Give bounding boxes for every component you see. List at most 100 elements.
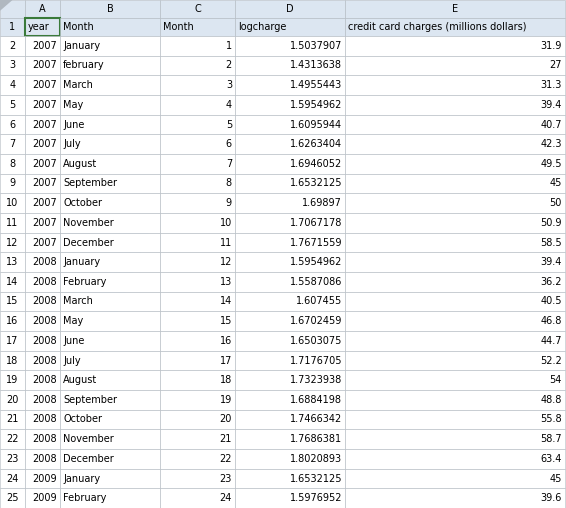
Bar	[60, 272, 160, 292]
Text: 39.4: 39.4	[541, 257, 562, 267]
Bar	[345, 272, 565, 292]
Text: 3: 3	[226, 80, 232, 90]
Text: 42.3: 42.3	[541, 139, 562, 149]
Bar	[25, 370, 60, 390]
Text: february: february	[63, 60, 105, 71]
Bar	[60, 409, 160, 429]
Bar	[345, 213, 565, 233]
Bar	[0, 272, 25, 292]
Polygon shape	[0, 0, 12, 11]
Bar	[0, 311, 25, 331]
Text: 13: 13	[6, 257, 19, 267]
Bar	[0, 194, 25, 213]
Text: 20: 20	[6, 395, 19, 405]
Bar	[60, 0, 160, 18]
Text: 31.9: 31.9	[541, 41, 562, 51]
Bar	[235, 154, 345, 174]
Bar	[345, 194, 565, 213]
Bar	[235, 56, 345, 75]
Bar	[235, 390, 345, 409]
Bar	[0, 449, 25, 469]
Bar	[160, 292, 235, 311]
Bar	[345, 0, 565, 18]
Bar	[235, 115, 345, 134]
Text: 3: 3	[10, 60, 15, 71]
Text: D: D	[286, 4, 294, 14]
Text: 11: 11	[6, 218, 19, 228]
Bar	[25, 272, 60, 292]
Text: 25: 25	[6, 493, 19, 503]
Bar	[235, 449, 345, 469]
Bar	[60, 449, 160, 469]
Text: 19: 19	[6, 375, 19, 385]
Text: 21: 21	[6, 415, 19, 425]
Text: 45: 45	[550, 178, 562, 188]
Text: 55.8: 55.8	[541, 415, 562, 425]
Text: 12: 12	[220, 257, 232, 267]
Text: September: September	[63, 395, 117, 405]
Text: 50.9: 50.9	[541, 218, 562, 228]
Bar	[60, 390, 160, 409]
Text: 2009: 2009	[32, 493, 57, 503]
Text: Month: Month	[163, 22, 194, 32]
Text: 2008: 2008	[32, 375, 57, 385]
Text: 1.7466342: 1.7466342	[290, 415, 342, 425]
Bar	[235, 233, 345, 252]
Bar	[25, 115, 60, 134]
Text: September: September	[63, 178, 117, 188]
Bar	[345, 331, 565, 351]
Text: 2007: 2007	[32, 198, 57, 208]
Text: 2008: 2008	[32, 415, 57, 425]
Bar	[60, 115, 160, 134]
Bar	[235, 95, 345, 115]
Bar	[160, 233, 235, 252]
Bar	[25, 488, 60, 508]
Bar	[160, 213, 235, 233]
Text: 13: 13	[220, 277, 232, 287]
Bar	[25, 36, 60, 56]
Text: 1.5976952: 1.5976952	[289, 493, 342, 503]
Text: 2008: 2008	[32, 356, 57, 365]
Bar	[160, 469, 235, 488]
Text: 45: 45	[550, 473, 562, 484]
Text: 46.8: 46.8	[541, 316, 562, 326]
Text: January: January	[63, 473, 100, 484]
Text: 1.6503075: 1.6503075	[290, 336, 342, 346]
Text: 18: 18	[6, 356, 19, 365]
Bar	[25, 75, 60, 95]
Bar	[160, 115, 235, 134]
Text: May: May	[63, 316, 83, 326]
Bar	[345, 134, 565, 154]
Bar	[345, 488, 565, 508]
Text: 58.7: 58.7	[541, 434, 562, 444]
Bar	[60, 252, 160, 272]
Bar	[235, 409, 345, 429]
Bar	[345, 429, 565, 449]
Bar	[0, 154, 25, 174]
Text: August: August	[63, 375, 97, 385]
Bar	[60, 213, 160, 233]
Bar	[345, 115, 565, 134]
Text: 2009: 2009	[32, 473, 57, 484]
Text: 1: 1	[226, 41, 232, 51]
Text: 1.6946052: 1.6946052	[290, 159, 342, 169]
Text: 1.5954962: 1.5954962	[290, 257, 342, 267]
Text: 6: 6	[10, 119, 15, 130]
Bar	[0, 429, 25, 449]
Text: 2: 2	[10, 41, 16, 51]
Text: 39.4: 39.4	[541, 100, 562, 110]
Bar	[25, 292, 60, 311]
Text: 21: 21	[220, 434, 232, 444]
Bar	[0, 292, 25, 311]
Text: 1.7176705: 1.7176705	[289, 356, 342, 365]
Bar	[25, 213, 60, 233]
Text: 50: 50	[550, 198, 562, 208]
Bar	[345, 370, 565, 390]
Text: 4: 4	[226, 100, 232, 110]
Text: January: January	[63, 257, 100, 267]
Bar	[160, 252, 235, 272]
Bar	[345, 292, 565, 311]
Bar	[0, 233, 25, 252]
Text: 2007: 2007	[32, 60, 57, 71]
Text: 6: 6	[226, 139, 232, 149]
